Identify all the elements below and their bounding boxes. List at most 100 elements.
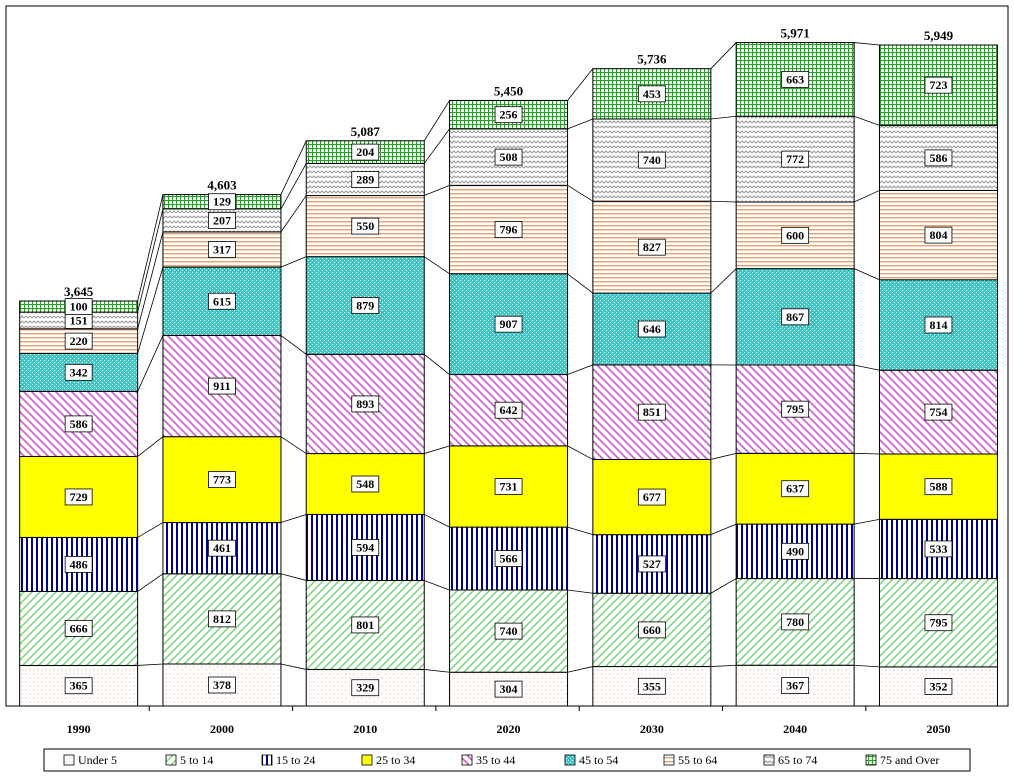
data-label: 827 (643, 240, 661, 254)
data-label-box (64, 298, 93, 315)
x-tick-label: 2030 (640, 722, 664, 736)
data-label-box (781, 677, 810, 695)
legend-swatch (63, 754, 75, 766)
data-label: 911 (213, 379, 230, 393)
series-connector (137, 208, 164, 313)
totals-group: 3,645 4,603 5,087 5,450 5,736 5,971 5,949 (64, 26, 954, 299)
data-label: 615 (213, 294, 231, 308)
bar-segment (305, 162, 425, 197)
series-connector (424, 184, 450, 196)
data-label: 486 (70, 557, 88, 571)
legend-label: 75 and Over (880, 753, 939, 767)
data-label-box (494, 550, 523, 567)
data-label-box (637, 555, 666, 573)
data-label: 723 (929, 78, 947, 92)
series-connector (567, 666, 593, 673)
legend-label: 65 to 74 (778, 753, 817, 767)
data-label: 204 (356, 145, 374, 159)
series-connector (137, 266, 164, 354)
series-connector (137, 436, 164, 457)
data-label-box (208, 471, 236, 489)
data-label: 289 (356, 173, 374, 187)
series-connector (137, 335, 164, 392)
legend-swatch (165, 754, 177, 766)
legend-label: 25 to 34 (376, 753, 415, 767)
data-label-box (351, 297, 380, 314)
series-connector (854, 518, 880, 525)
data-label-box (924, 226, 953, 244)
series-connector (710, 523, 737, 536)
data-label: 461 (213, 541, 231, 555)
series-connector (137, 663, 163, 666)
series-connector (853, 268, 880, 281)
data-label: 100 (70, 300, 88, 314)
data-label: 600 (786, 228, 804, 242)
data-label: 378 (213, 678, 231, 692)
series-connector (710, 664, 737, 667)
data-label: 801 (356, 618, 374, 632)
data-label-box (64, 415, 93, 433)
data-label-box (781, 150, 810, 168)
data-label-box (64, 332, 93, 350)
data-label: 548 (356, 477, 374, 491)
data-label: 527 (643, 557, 661, 571)
data-label-box (208, 539, 236, 557)
data-label-box (64, 556, 93, 573)
data-label-box (208, 377, 236, 395)
data-label-box (781, 226, 810, 244)
data-label: 256 (500, 108, 518, 122)
data-label: 660 (643, 623, 661, 637)
series-connector (710, 115, 737, 120)
data-label: 646 (643, 322, 661, 336)
legend-box (43, 748, 971, 772)
series-connector (567, 445, 594, 460)
data-label-box (351, 171, 380, 188)
data-label-box (208, 676, 236, 694)
data-label-box (637, 677, 666, 695)
data-label: 220 (70, 334, 88, 348)
total-label: 5,450 (494, 83, 523, 98)
data-label-box (351, 616, 380, 634)
data-label: 729 (70, 490, 88, 504)
data-label-box (208, 292, 236, 310)
data-label-box (781, 480, 810, 498)
series-connector (567, 273, 594, 294)
data-label: 594 (356, 540, 374, 554)
data-label-box (494, 401, 523, 419)
data-label-box (494, 106, 523, 124)
data-label: 566 (500, 552, 518, 566)
data-label: 550 (356, 219, 374, 233)
data-label: 867 (786, 310, 804, 324)
data-label-box (781, 613, 810, 631)
series-connector (854, 42, 880, 46)
x-tick-label: 2040 (783, 722, 807, 736)
data-label-box (208, 610, 236, 628)
legend-swatch (663, 754, 675, 766)
series-connector (567, 364, 593, 375)
data-label-box (494, 622, 523, 640)
data-label: 207 (213, 213, 231, 227)
data-label: 795 (786, 402, 804, 416)
data-label: 677 (643, 490, 661, 504)
series-connector (280, 335, 307, 355)
data-label: 490 (786, 544, 804, 558)
data-label-box (924, 316, 953, 334)
series-connector (710, 268, 737, 294)
data-label: 588 (929, 480, 947, 494)
data-label: 851 (643, 405, 661, 419)
series-connector (280, 663, 307, 670)
data-label-box (351, 475, 380, 493)
series-connector (424, 580, 450, 591)
series-connector (854, 664, 880, 668)
data-label-box (494, 148, 523, 166)
x-tick-label: 2000 (210, 722, 234, 736)
data-label-box (494, 680, 523, 698)
series-connector (854, 452, 880, 455)
data-label: 508 (500, 150, 518, 164)
series-connector (854, 364, 880, 371)
legend-label: 35 to 44 (476, 753, 515, 767)
total-label: 5,087 (351, 124, 381, 139)
data-label-box (924, 478, 953, 496)
